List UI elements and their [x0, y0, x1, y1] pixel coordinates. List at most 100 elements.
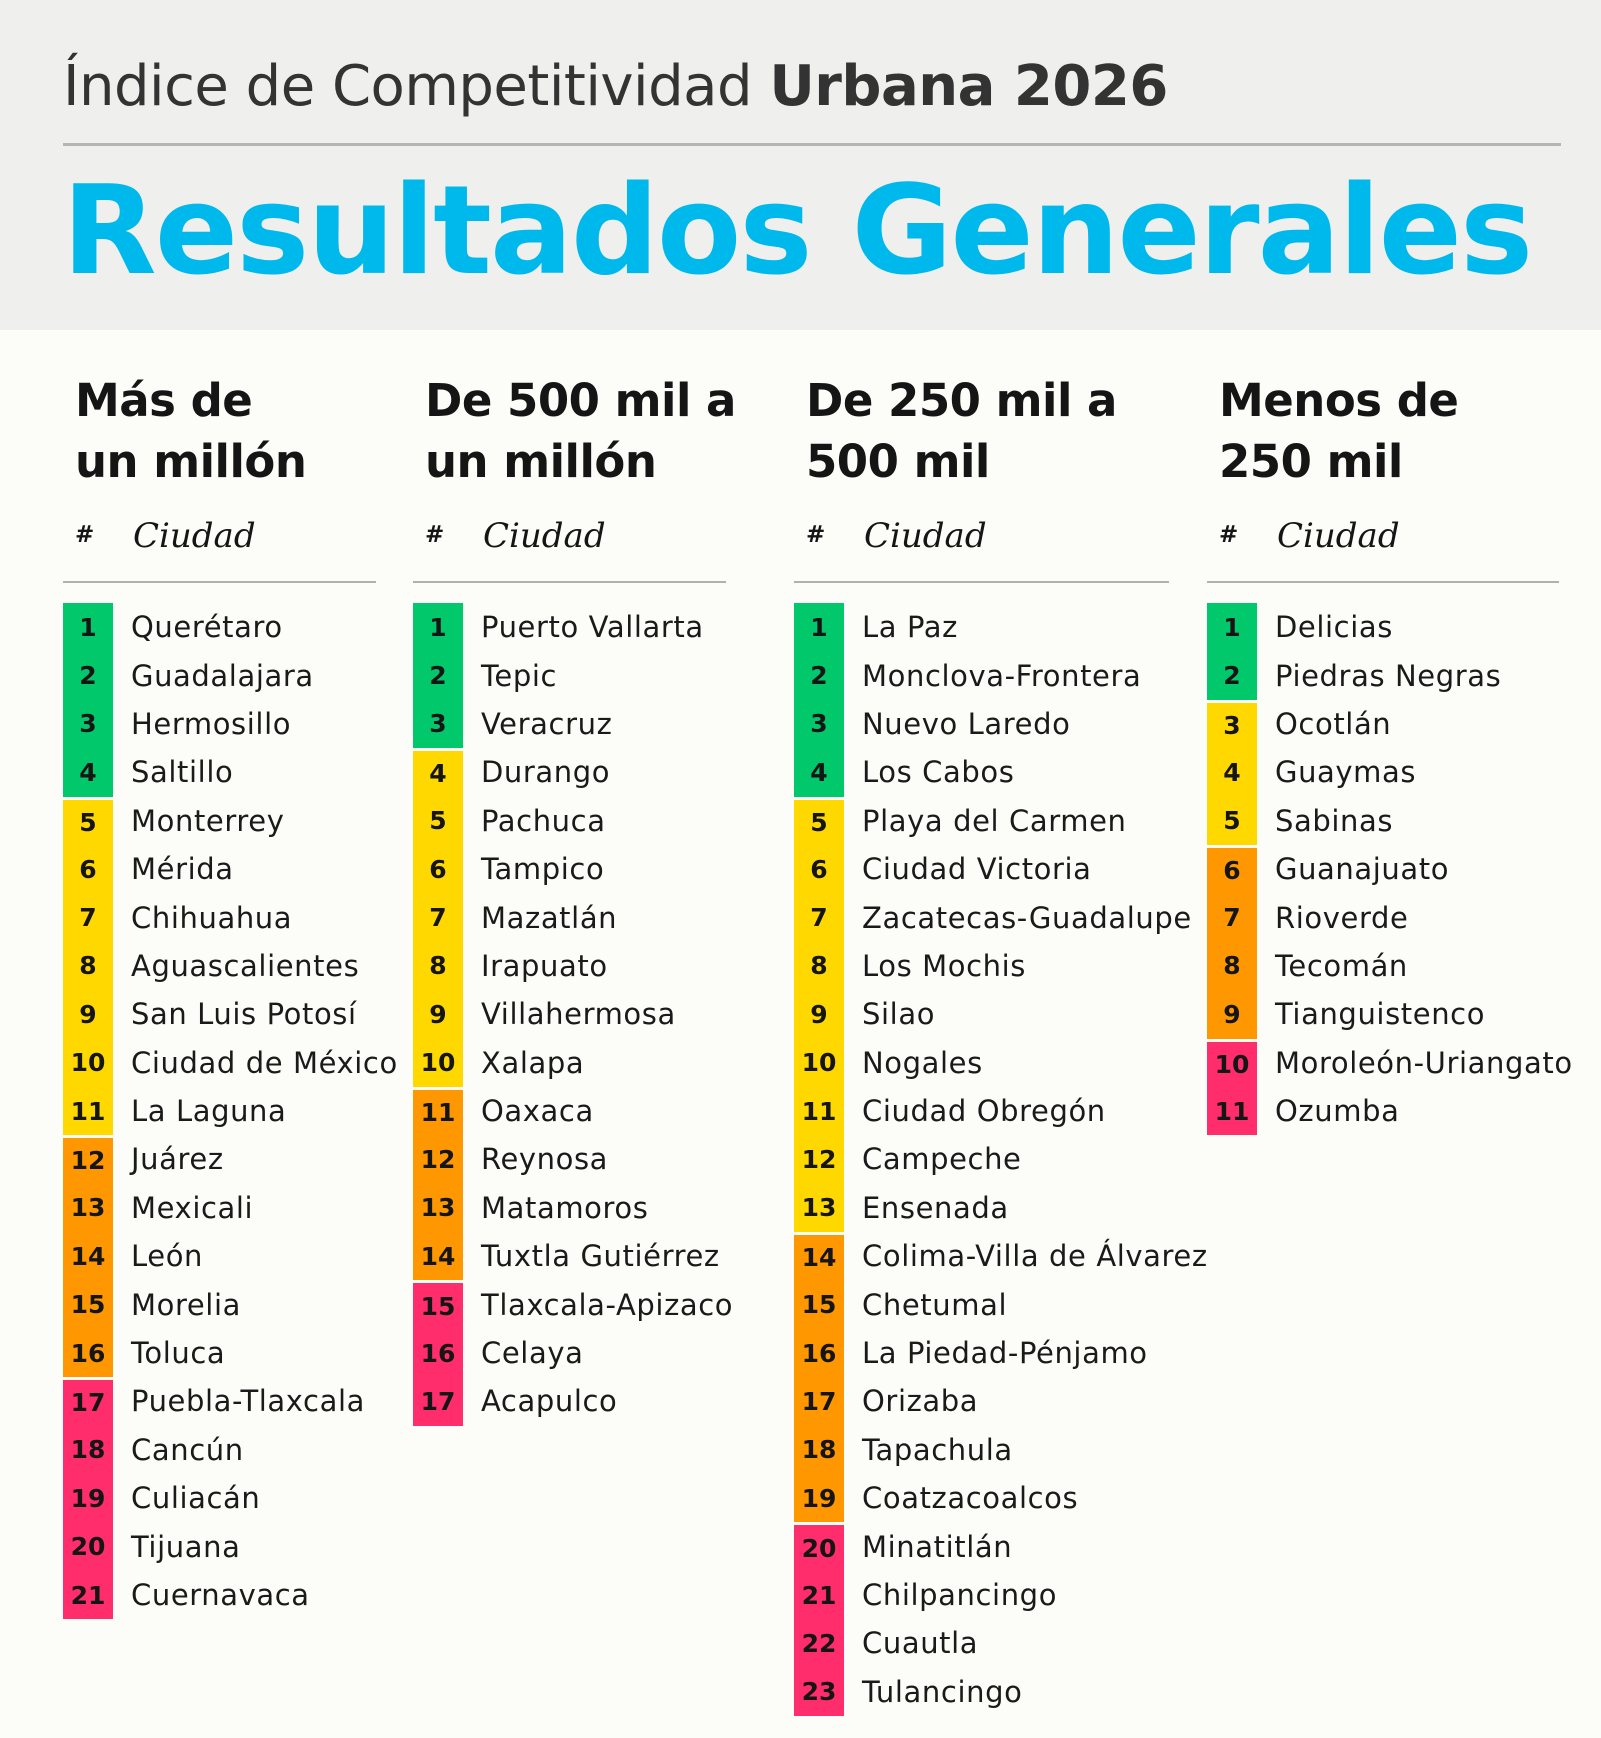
list-item: 9 Silao — [794, 990, 1168, 1039]
list-item: 8 Aguascalientes — [63, 941, 375, 991]
rank-badge: 4 — [63, 748, 113, 797]
rank-badge: 15 — [63, 1280, 113, 1329]
column-divider — [1207, 581, 1559, 583]
rank-badge: 10 — [1207, 1038, 1257, 1087]
city-name: Tampico — [481, 852, 605, 887]
list-item: 2 Tepic — [413, 651, 725, 700]
city-name: Reynosa — [481, 1142, 609, 1177]
city-name: Cuautla — [862, 1626, 979, 1661]
city-name: Culiacán — [131, 1481, 261, 1516]
city-name: Tulancingo — [862, 1674, 1023, 1709]
list-item: 15 Tlaxcala-Apizaco — [413, 1280, 733, 1329]
city-name: Pachuca — [481, 803, 606, 838]
city-name: La Paz — [862, 610, 958, 645]
list-item: 20 Tijuana — [63, 1522, 375, 1571]
list-item: 12 Reynosa — [413, 1135, 725, 1184]
rank-badge: 12 — [413, 1135, 463, 1184]
city-name: Oaxaca — [481, 1094, 594, 1129]
rank-badge: 8 — [794, 941, 844, 991]
city-column-header: Ciudad — [483, 516, 606, 556]
list-item: 9 San Luis Potosí — [63, 990, 375, 1039]
column-title-line: 250 mil — [1219, 435, 1403, 488]
header-band: Índice de Competitividad Urbana 2026 Res… — [0, 0, 1601, 330]
city-name: Puebla-Tlaxcala — [131, 1384, 365, 1419]
list-item: 2 Monclova-Frontera — [794, 651, 1168, 700]
rank-badge: 14 — [413, 1232, 463, 1281]
rank-badge: 6 — [794, 844, 844, 894]
list-item: 14 León — [63, 1232, 375, 1281]
city-name: Ozumba — [1275, 1094, 1400, 1129]
rank-badge: 14 — [63, 1232, 113, 1281]
list-item: 13 Matamoros — [413, 1183, 725, 1233]
list-item: 18 Tapachula — [794, 1425, 1168, 1475]
city-name: Veracruz — [481, 706, 613, 741]
rank-badge: 7 — [413, 893, 463, 942]
city-column-header: Ciudad — [1277, 516, 1400, 556]
city-name: León — [131, 1239, 204, 1274]
rank-badge: 3 — [413, 699, 463, 749]
list-item: 2 Piedras Negras — [1207, 651, 1559, 700]
list-item: 10 Xalapa — [413, 1038, 725, 1087]
rank-badge: 15 — [794, 1280, 844, 1329]
rank-badge: 7 — [1207, 893, 1257, 942]
subtitle-bold: Urbana 2026 — [769, 54, 1168, 119]
rank-badge: 10 — [413, 1038, 463, 1087]
city-name: Mérida — [131, 852, 234, 887]
column-title: Más de un millón — [75, 370, 307, 492]
list-item: 6 Guanajuato — [1207, 844, 1559, 894]
city-name: Acapulco — [481, 1384, 618, 1419]
list-item: 17 Puebla-Tlaxcala — [63, 1377, 375, 1426]
rank-badge: 17 — [794, 1377, 844, 1426]
list-item: 2 Guadalajara — [63, 651, 375, 700]
city-name: Silao — [862, 997, 936, 1032]
rank-badge: 16 — [413, 1328, 463, 1378]
rank-badge: 2 — [794, 651, 844, 700]
city-name: Tuxtla Gutiérrez — [481, 1239, 720, 1274]
city-name: Ocotlán — [1275, 706, 1392, 741]
city-name: Chihuahua — [131, 900, 293, 935]
city-name: Tijuana — [131, 1529, 241, 1564]
city-name: Nuevo Laredo — [862, 706, 1071, 741]
city-name: Juárez — [131, 1142, 224, 1177]
city-name: Tecomán — [1275, 948, 1408, 983]
rank-badge: 11 — [413, 1086, 463, 1136]
city-name: Villahermosa — [481, 997, 676, 1032]
city-name: Mazatlán — [481, 900, 618, 935]
list-item: 5 Pachuca — [413, 796, 725, 845]
list-item: 4 Los Cabos — [794, 748, 1168, 797]
rank-badge: 21 — [63, 1570, 113, 1620]
city-name: Tapachula — [862, 1432, 1013, 1467]
list-item: 4 Saltillo — [63, 748, 375, 797]
city-name: Cancún — [131, 1432, 244, 1467]
rank-badge: 5 — [63, 796, 113, 845]
list-item: 9 Villahermosa — [413, 990, 725, 1039]
list-item: 6 Tampico — [413, 844, 725, 894]
city-name: Chilpancingo — [862, 1578, 1058, 1612]
ranking-list: 1 La Paz 2 Monclova-Frontera 3 Nuevo Laredo 4 L… — [794, 603, 1207, 1716]
city-name: Ciudad de México — [131, 1045, 398, 1080]
rank-badge: 10 — [63, 1038, 113, 1087]
list-item: 8 Los Mochis — [794, 941, 1168, 991]
city-name: Matamoros — [481, 1190, 649, 1225]
rank-badge: 8 — [63, 941, 113, 991]
column-title-line: De 250 mil a — [806, 374, 1117, 427]
city-name: Tianguistenco — [1275, 997, 1486, 1032]
city-name: Morelia — [131, 1287, 241, 1322]
list-item: 3 Ocotlán — [1207, 699, 1559, 749]
page-title: Resultados Generales — [62, 160, 1533, 303]
list-item: 4 Guaymas — [1207, 748, 1559, 797]
rank-badge: 18 — [794, 1425, 844, 1475]
rank-badge: 5 — [413, 796, 463, 845]
rank-badge: 4 — [413, 748, 463, 797]
rank-badge: 6 — [63, 844, 113, 894]
city-column-header: Ciudad — [864, 516, 987, 556]
list-item: 14 Colima-Villa de Álvarez — [794, 1232, 1207, 1281]
list-item: 6 Mérida — [63, 844, 375, 894]
rank-column-header: # — [1219, 522, 1239, 548]
list-item: 16 La Piedad-Pénjamo — [794, 1328, 1168, 1378]
city-name: Tepic — [481, 658, 558, 693]
city-name: Ciudad Obregón — [862, 1094, 1106, 1129]
list-item: 22 Cuautla — [794, 1619, 1168, 1668]
list-item: 15 Chetumal — [794, 1280, 1168, 1329]
city-name: Monclova-Frontera — [862, 658, 1142, 693]
